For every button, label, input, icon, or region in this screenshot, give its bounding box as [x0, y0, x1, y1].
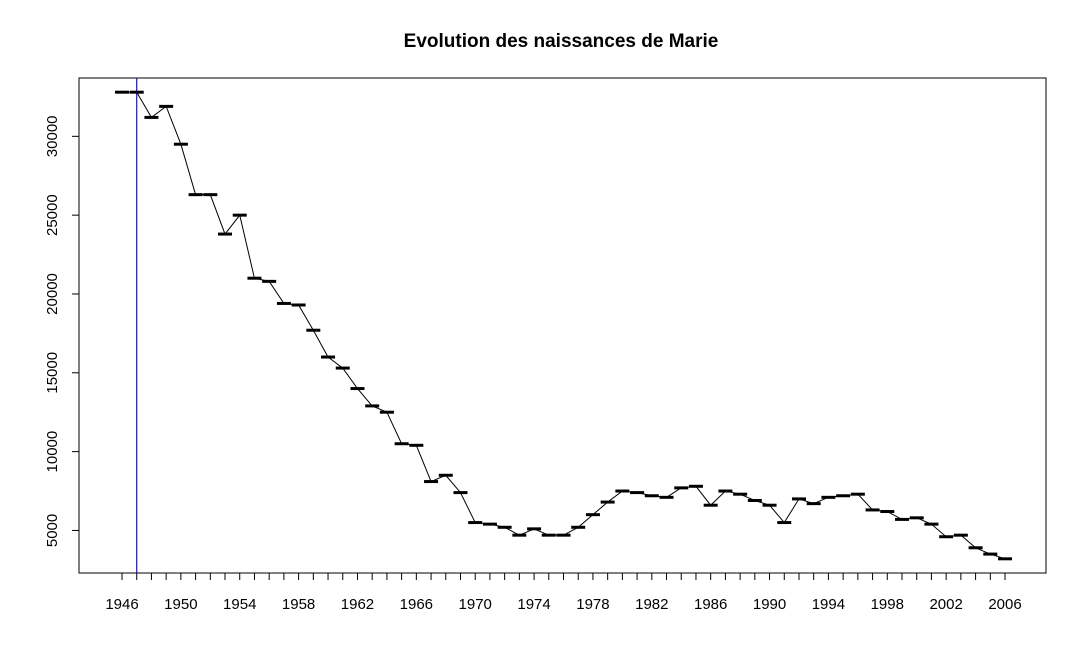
y-tick-label: 20000 — [44, 273, 61, 315]
x-tick-label: 1998 — [871, 596, 904, 613]
y-tick-label: 15000 — [44, 352, 61, 394]
series-layer — [115, 90, 1013, 561]
x-tick-label: 2006 — [988, 596, 1021, 613]
series-line — [122, 91, 1006, 560]
x-tick-label: 1962 — [341, 596, 374, 613]
x-tick-label: 1950 — [164, 596, 197, 613]
x-tick-label: 1982 — [635, 596, 668, 613]
x-tick-label: 1986 — [694, 596, 727, 613]
x-tick-label: 1970 — [459, 596, 492, 613]
y-tick-label: 10000 — [44, 431, 61, 473]
x-tick-label: 1958 — [282, 596, 315, 613]
x-axis: 1946 1950 1954 1958 1962 1966 1970 1974 1978 1982… — [105, 572, 1022, 613]
y-tick-label: 5000 — [44, 514, 61, 547]
chart-title: Evolution des naissances de Marie — [404, 31, 719, 52]
y-axis: 5000 10000 15000 20000 25000 30000 — [44, 115, 80, 547]
x-tick-label: 1946 — [105, 596, 138, 613]
x-tick-label: 1954 — [223, 596, 256, 613]
x-tick-label: 1990 — [753, 596, 786, 613]
x-tick-label: 1966 — [400, 596, 433, 613]
x-tick-label: 2002 — [929, 596, 962, 613]
plot-frame — [78, 77, 1047, 574]
y-tick-label: 25000 — [44, 194, 61, 236]
y-tick-label: 30000 — [44, 115, 61, 157]
x-tick-label: 1994 — [812, 596, 845, 613]
x-tick-label: 1978 — [576, 596, 609, 613]
x-tick-label: 1974 — [517, 596, 550, 613]
